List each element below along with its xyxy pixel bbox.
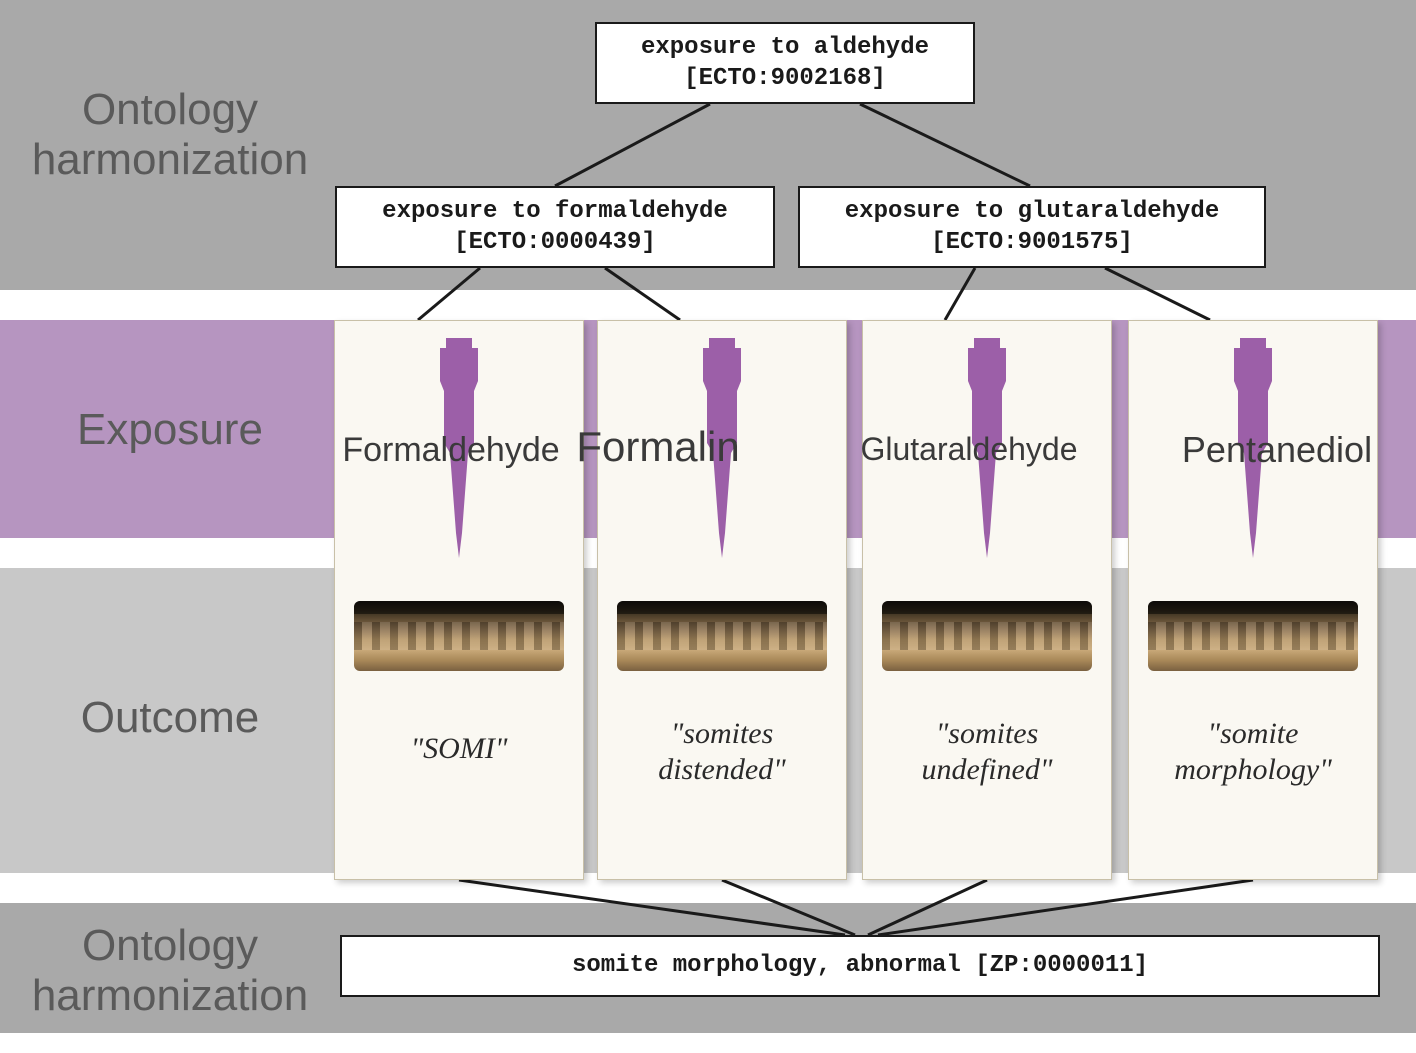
ontology-text: exposure to glutaraldehyde <box>845 196 1219 227</box>
experiment-card-3: Glutaraldehyde "somites undefined" <box>862 320 1112 880</box>
specimen-image <box>882 601 1092 671</box>
band-label-outcome: Outcome <box>30 693 310 743</box>
label-text: Outcome <box>81 693 260 742</box>
exposure-label: Pentanediol <box>1153 429 1401 471</box>
band-label-bottom: Ontology harmonization <box>30 921 310 1021</box>
ontology-box-left: exposure to formaldehyde [ECTO:0000439] <box>335 186 775 268</box>
label-text: harmonization <box>32 135 308 184</box>
outcome-text: "somite morphology" <box>1129 716 1377 788</box>
band-label-exposure: Exposure <box>30 405 310 455</box>
ontology-text: exposure to aldehyde <box>641 32 929 63</box>
ontology-id: [ECTO:9001575] <box>931 227 1133 258</box>
outcome-text: "somites distended" <box>598 716 846 788</box>
experiment-card-1: Formaldehyde "SOMI" <box>334 320 584 880</box>
ontology-box-right: exposure to glutaraldehyde [ECTO:9001575… <box>798 186 1266 268</box>
ontology-id: [ECTO:0000439] <box>454 227 656 258</box>
outcome-text: "somites undefined" <box>863 716 1111 788</box>
specimen-image <box>1148 601 1358 671</box>
label-text: Ontology <box>82 921 258 970</box>
ontology-id: [ECTO:9002168] <box>684 63 886 94</box>
label-text: Exposure <box>77 405 263 454</box>
experiment-card-4: Pentanediol "somite morphology" <box>1128 320 1378 880</box>
ontology-text: somite morphology, abnormal [ZP:0000011] <box>572 950 1148 981</box>
experiment-card-2: Formalin "somites distended" <box>597 320 847 880</box>
exposure-label: Formaldehyde <box>327 431 575 470</box>
band-label-top: Ontology harmonization <box>30 85 310 185</box>
diagram-container: Ontology harmonization Exposure Outcome … <box>0 0 1416 1053</box>
specimen-image <box>354 601 564 671</box>
ontology-text: exposure to formaldehyde <box>382 196 728 227</box>
exposure-label: Glutaraldehyde <box>845 431 1093 468</box>
label-text: Ontology <box>82 85 258 134</box>
label-text: harmonization <box>32 971 308 1020</box>
exposure-label: Formalin <box>558 423 758 471</box>
ontology-box-bottom: somite morphology, abnormal [ZP:0000011] <box>340 935 1380 997</box>
outcome-text: "SOMI" <box>335 731 583 767</box>
ontology-box-top: exposure to aldehyde [ECTO:9002168] <box>595 22 975 104</box>
specimen-image <box>617 601 827 671</box>
